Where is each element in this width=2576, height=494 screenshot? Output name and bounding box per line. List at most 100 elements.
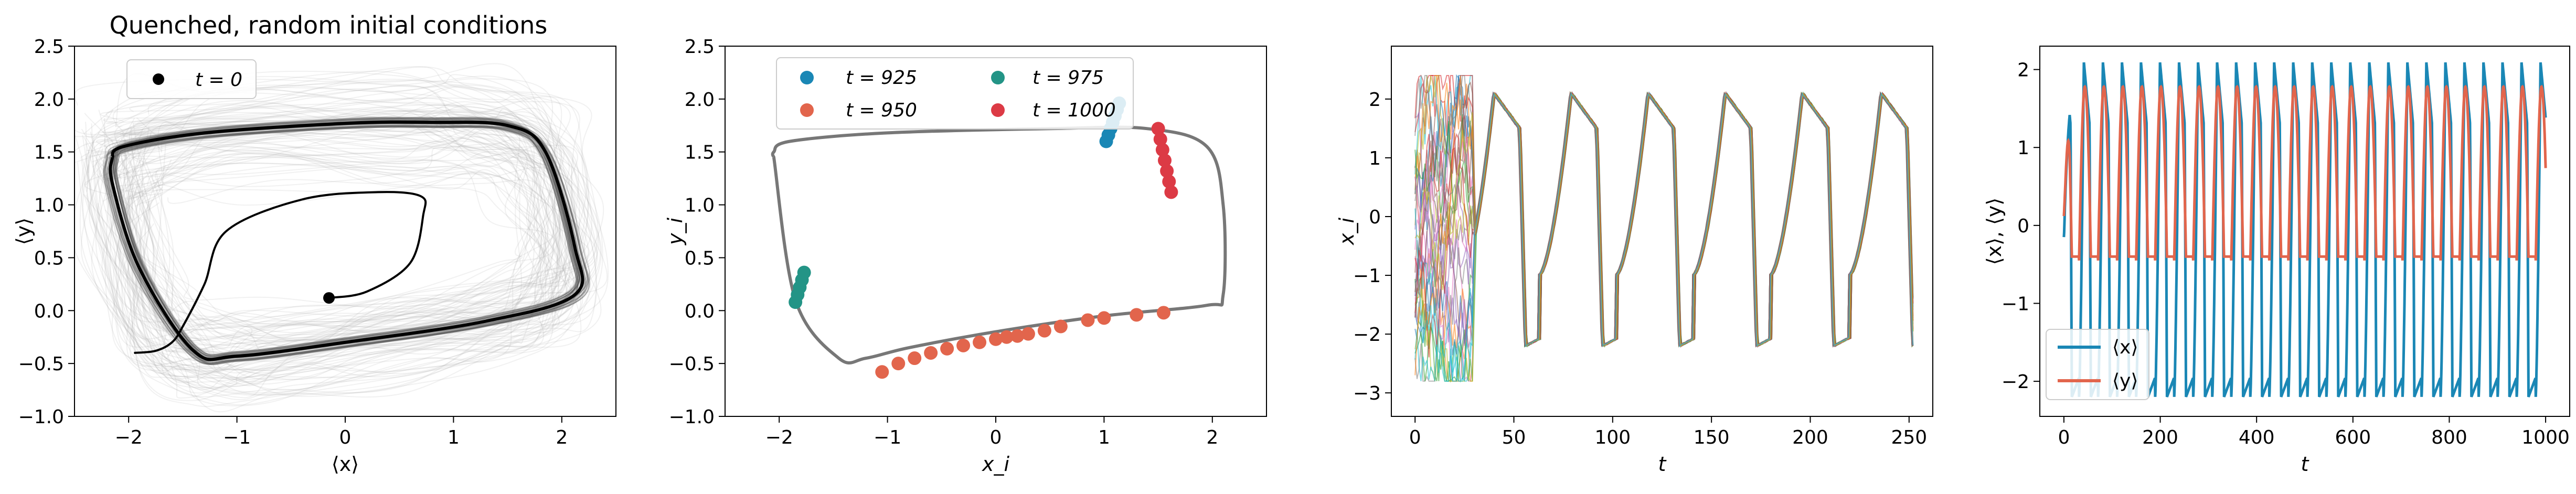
snapshot-point — [1021, 327, 1035, 341]
y-tick-label: 2 — [2017, 60, 2029, 81]
gray-trajectory — [83, 119, 609, 407]
panel-1-title: Quenched, random initial conditions — [110, 11, 548, 39]
y-tick-label: 1.5 — [34, 142, 64, 164]
panel-2-y-label: y_i — [664, 218, 687, 245]
initial-point — [323, 292, 335, 304]
gray-trajectory — [85, 87, 603, 351]
gray-trajectory — [74, 97, 567, 362]
gray-trajectory — [105, 145, 597, 413]
gray-trajectory — [86, 116, 561, 355]
snapshot-point — [1151, 122, 1165, 136]
transient-line — [134, 191, 427, 354]
y-tick-label: −2 — [1353, 324, 1381, 346]
converged-trajectory — [114, 117, 579, 356]
gray-trajectory — [80, 103, 567, 383]
panel-2-snapshots: −2 −1 0 1 2 −1.0 −0.5 0.0 0.5 1.0 1.5 2.0 2.5 x_i y… — [664, 36, 1267, 476]
gray-trajectory — [93, 113, 586, 372]
gray-trajectory — [99, 123, 545, 368]
y-tick-label: 2.0 — [685, 89, 715, 111]
snapshot-point — [1162, 175, 1176, 189]
gray-trajectory — [95, 137, 586, 401]
panel-1-legend-label: t = 0 — [195, 69, 242, 91]
snapshot-point — [989, 332, 1003, 346]
converged-trajectory — [103, 125, 590, 364]
gray-trajectory — [109, 165, 547, 398]
gray-trajectory — [85, 134, 562, 405]
gray-trajectory — [74, 80, 608, 378]
snapshot-point — [1160, 164, 1174, 178]
x-tick-label: 100 — [1594, 427, 1631, 448]
panel-1-legend-marker — [153, 73, 164, 85]
panel-4-y-label: ⟨x⟩, ⟨y⟩ — [1983, 198, 2006, 265]
x-tick-label: 250 — [1891, 427, 1927, 448]
panel-3-x-ticks: 0 50 100 150 200 250 — [1409, 416, 1927, 448]
y-tick-label: 0.0 — [685, 300, 715, 322]
panel-2-legend-label-950: t = 950 — [846, 100, 917, 121]
x-tick-label: 0 — [2058, 427, 2070, 448]
gray-trajectory — [127, 118, 558, 340]
panel-3-series — [1414, 74, 1914, 383]
gray-trajectory — [80, 110, 589, 341]
x-tick-label: 600 — [2335, 427, 2371, 448]
gray-trajectory — [74, 92, 579, 356]
y-tick-label: 0.0 — [34, 300, 64, 322]
gray-trajectory — [91, 78, 598, 345]
oscillator-trace — [1414, 91, 1914, 382]
panel-1-x-ticks: −2 −1 0 1 2 — [115, 416, 568, 448]
y-tick-label: 0 — [1369, 207, 1381, 228]
y-tick-label: 0.5 — [34, 248, 64, 269]
panel-4-mean-fields: 0 200 400 600 800 1000 −2 −1 0 1 2 t ⟨x⟩, ⟨y⟩ ⟨x⟩… — [1983, 46, 2570, 476]
converged-trajectory — [104, 123, 589, 362]
gray-trajectory — [121, 102, 578, 352]
panel-2-series — [771, 96, 1227, 379]
panel-2-legend-label-1000: t = 1000 — [1032, 100, 1116, 121]
x-tick-label: 1000 — [2521, 427, 2570, 448]
y-tick-label: −1.0 — [18, 406, 64, 428]
snapshot-point — [1037, 324, 1051, 338]
panel-3-individual-traces: 0 50 100 150 200 250 −3 −2 −1 0 1 2 t x_i — [1335, 46, 1933, 476]
panel-2-legend-box — [776, 57, 1134, 130]
gray-trajectory — [131, 122, 535, 359]
x-tick-label: 0 — [990, 427, 1002, 448]
panel-1-plot-area — [74, 46, 616, 417]
snapshot-point — [797, 265, 811, 280]
panel-1-legend: t = 0 — [126, 59, 257, 99]
panel-2-legend: t = 925 t = 975 t = 950 t = 1000 — [776, 57, 1134, 130]
converged-trajectory — [103, 125, 590, 364]
x-tick-label: 150 — [1694, 427, 1730, 448]
gray-trajectory — [103, 101, 580, 371]
x-tick-label: 0 — [1409, 427, 1421, 448]
gray-trajectory — [74, 124, 602, 379]
gray-trajectory — [119, 147, 561, 371]
panel-4-x-ticks: 0 200 400 600 800 1000 — [2058, 416, 2570, 448]
gray-trajectory — [74, 63, 599, 321]
panel-2-legend-marker-975 — [991, 71, 1005, 84]
snapshot-point — [1157, 153, 1172, 167]
y-tick-label: 0.5 — [685, 248, 715, 269]
panel-1-x-label: ⟨x⟩ — [332, 453, 359, 476]
gray-trajectory — [90, 84, 573, 356]
panel-4-y-ticks: −2 −1 0 1 2 — [2002, 60, 2040, 393]
x-tick-label: −1 — [874, 427, 901, 448]
y-tick-label: −1 — [1353, 265, 1381, 287]
gray-trajectory — [124, 110, 542, 338]
gray-trajectory — [95, 107, 601, 360]
gray-trajectory — [127, 116, 545, 349]
gray-trajectory — [81, 70, 598, 349]
panel-2-legend-marker-950 — [800, 103, 814, 117]
gray-trajectory — [104, 163, 578, 395]
panel-2-y-ticks: −1.0 −0.5 0.0 0.5 1.0 1.5 2.0 2.5 — [669, 36, 725, 428]
converged-trajectory — [103, 117, 590, 356]
gray-trajectory — [100, 85, 570, 337]
snapshot-point — [973, 335, 987, 349]
panel-4-plot-area — [2039, 46, 2570, 417]
panel-1-gray-trajectories — [74, 63, 609, 413]
gray-trajectory — [82, 70, 595, 332]
snapshot-point — [1164, 185, 1178, 199]
converged-trajectory — [113, 119, 580, 358]
gray-trajectory — [119, 105, 555, 341]
converged-trajectory — [104, 123, 589, 362]
gray-trajectory — [108, 117, 535, 355]
y-tick-label: −3 — [1353, 383, 1381, 404]
snapshot-point — [1153, 132, 1167, 146]
